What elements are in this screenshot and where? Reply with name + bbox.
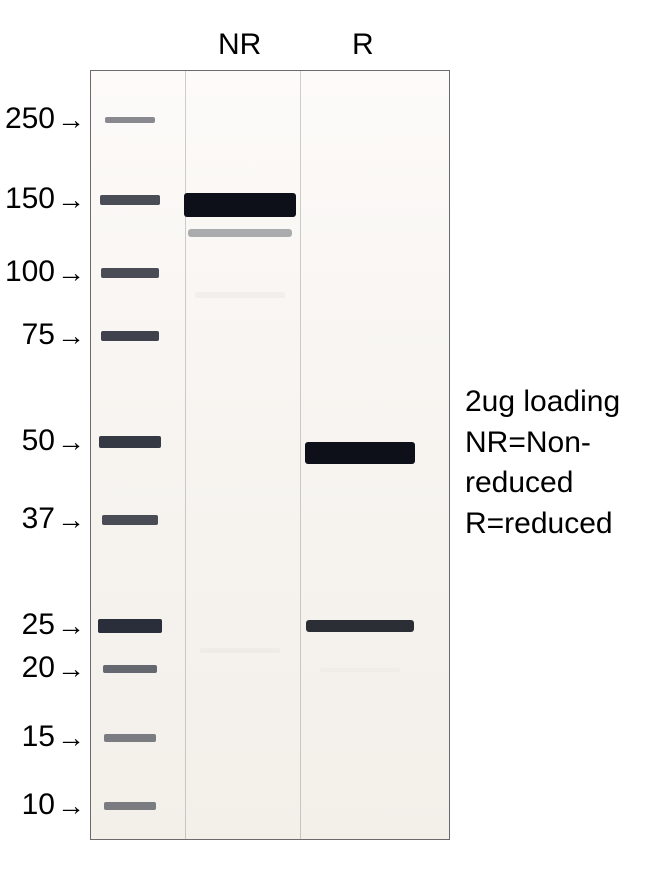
arrow-right-icon: → bbox=[57, 610, 85, 642]
lane-separator-1 bbox=[300, 70, 301, 840]
arrow-right-icon: → bbox=[57, 653, 85, 685]
ladder-band-6 bbox=[98, 619, 162, 633]
ladder-band-3 bbox=[101, 331, 159, 341]
arrow-right-icon: → bbox=[57, 257, 85, 289]
lane-label-NR: NR bbox=[218, 28, 261, 62]
faint-band-2 bbox=[320, 668, 400, 672]
ladder-band-5 bbox=[102, 515, 158, 525]
legend-line-4: R=reduced bbox=[465, 504, 620, 545]
nr-band-0 bbox=[184, 193, 296, 217]
arrow-right-icon: → bbox=[57, 504, 85, 536]
mw-label-250: 250→ bbox=[5, 102, 85, 136]
legend-line-1: 2ug loading bbox=[465, 382, 620, 423]
ladder-band-7 bbox=[103, 665, 157, 673]
mw-label-75: 75→ bbox=[22, 318, 85, 352]
mw-label-37: 37→ bbox=[22, 502, 85, 536]
faint-band-0 bbox=[195, 292, 285, 298]
mw-label-100: 100→ bbox=[5, 255, 85, 289]
mw-label-50: 50→ bbox=[22, 424, 85, 458]
lane-label-R: R bbox=[352, 28, 374, 62]
lane-separator-0 bbox=[185, 70, 186, 840]
mw-label-150: 150→ bbox=[5, 182, 85, 216]
arrow-right-icon: → bbox=[57, 104, 85, 136]
mw-label-20: 20→ bbox=[22, 651, 85, 685]
mw-label-10: 10→ bbox=[22, 788, 85, 822]
ladder-band-1 bbox=[100, 195, 160, 205]
ladder-band-2 bbox=[101, 268, 159, 278]
legend-line-2: NR=Non- bbox=[465, 423, 620, 464]
ladder-band-0 bbox=[105, 117, 155, 123]
r-band-0 bbox=[305, 442, 415, 464]
figure-container: NR R 250→ 150→ 100→ 75→ 50→ 37→ 25→ 20→ 15→ 10→ 2ug… bbox=[0, 0, 650, 885]
arrow-right-icon: → bbox=[57, 426, 85, 458]
ladder-band-4 bbox=[99, 436, 161, 448]
arrow-right-icon: → bbox=[57, 722, 85, 754]
arrow-right-icon: → bbox=[57, 320, 85, 352]
ladder-band-9 bbox=[104, 802, 156, 810]
mw-label-25: 25→ bbox=[22, 608, 85, 642]
r-band-1 bbox=[306, 620, 414, 632]
ladder-band-8 bbox=[104, 734, 156, 742]
figure-legend: 2ug loading NR=Non- reduced R=reduced bbox=[465, 382, 620, 544]
mw-label-15: 15→ bbox=[22, 720, 85, 754]
arrow-right-icon: → bbox=[57, 184, 85, 216]
faint-band-1 bbox=[200, 648, 280, 653]
arrow-right-icon: → bbox=[57, 790, 85, 822]
legend-line-3: reduced bbox=[465, 463, 620, 504]
nr-band-1 bbox=[188, 229, 292, 237]
